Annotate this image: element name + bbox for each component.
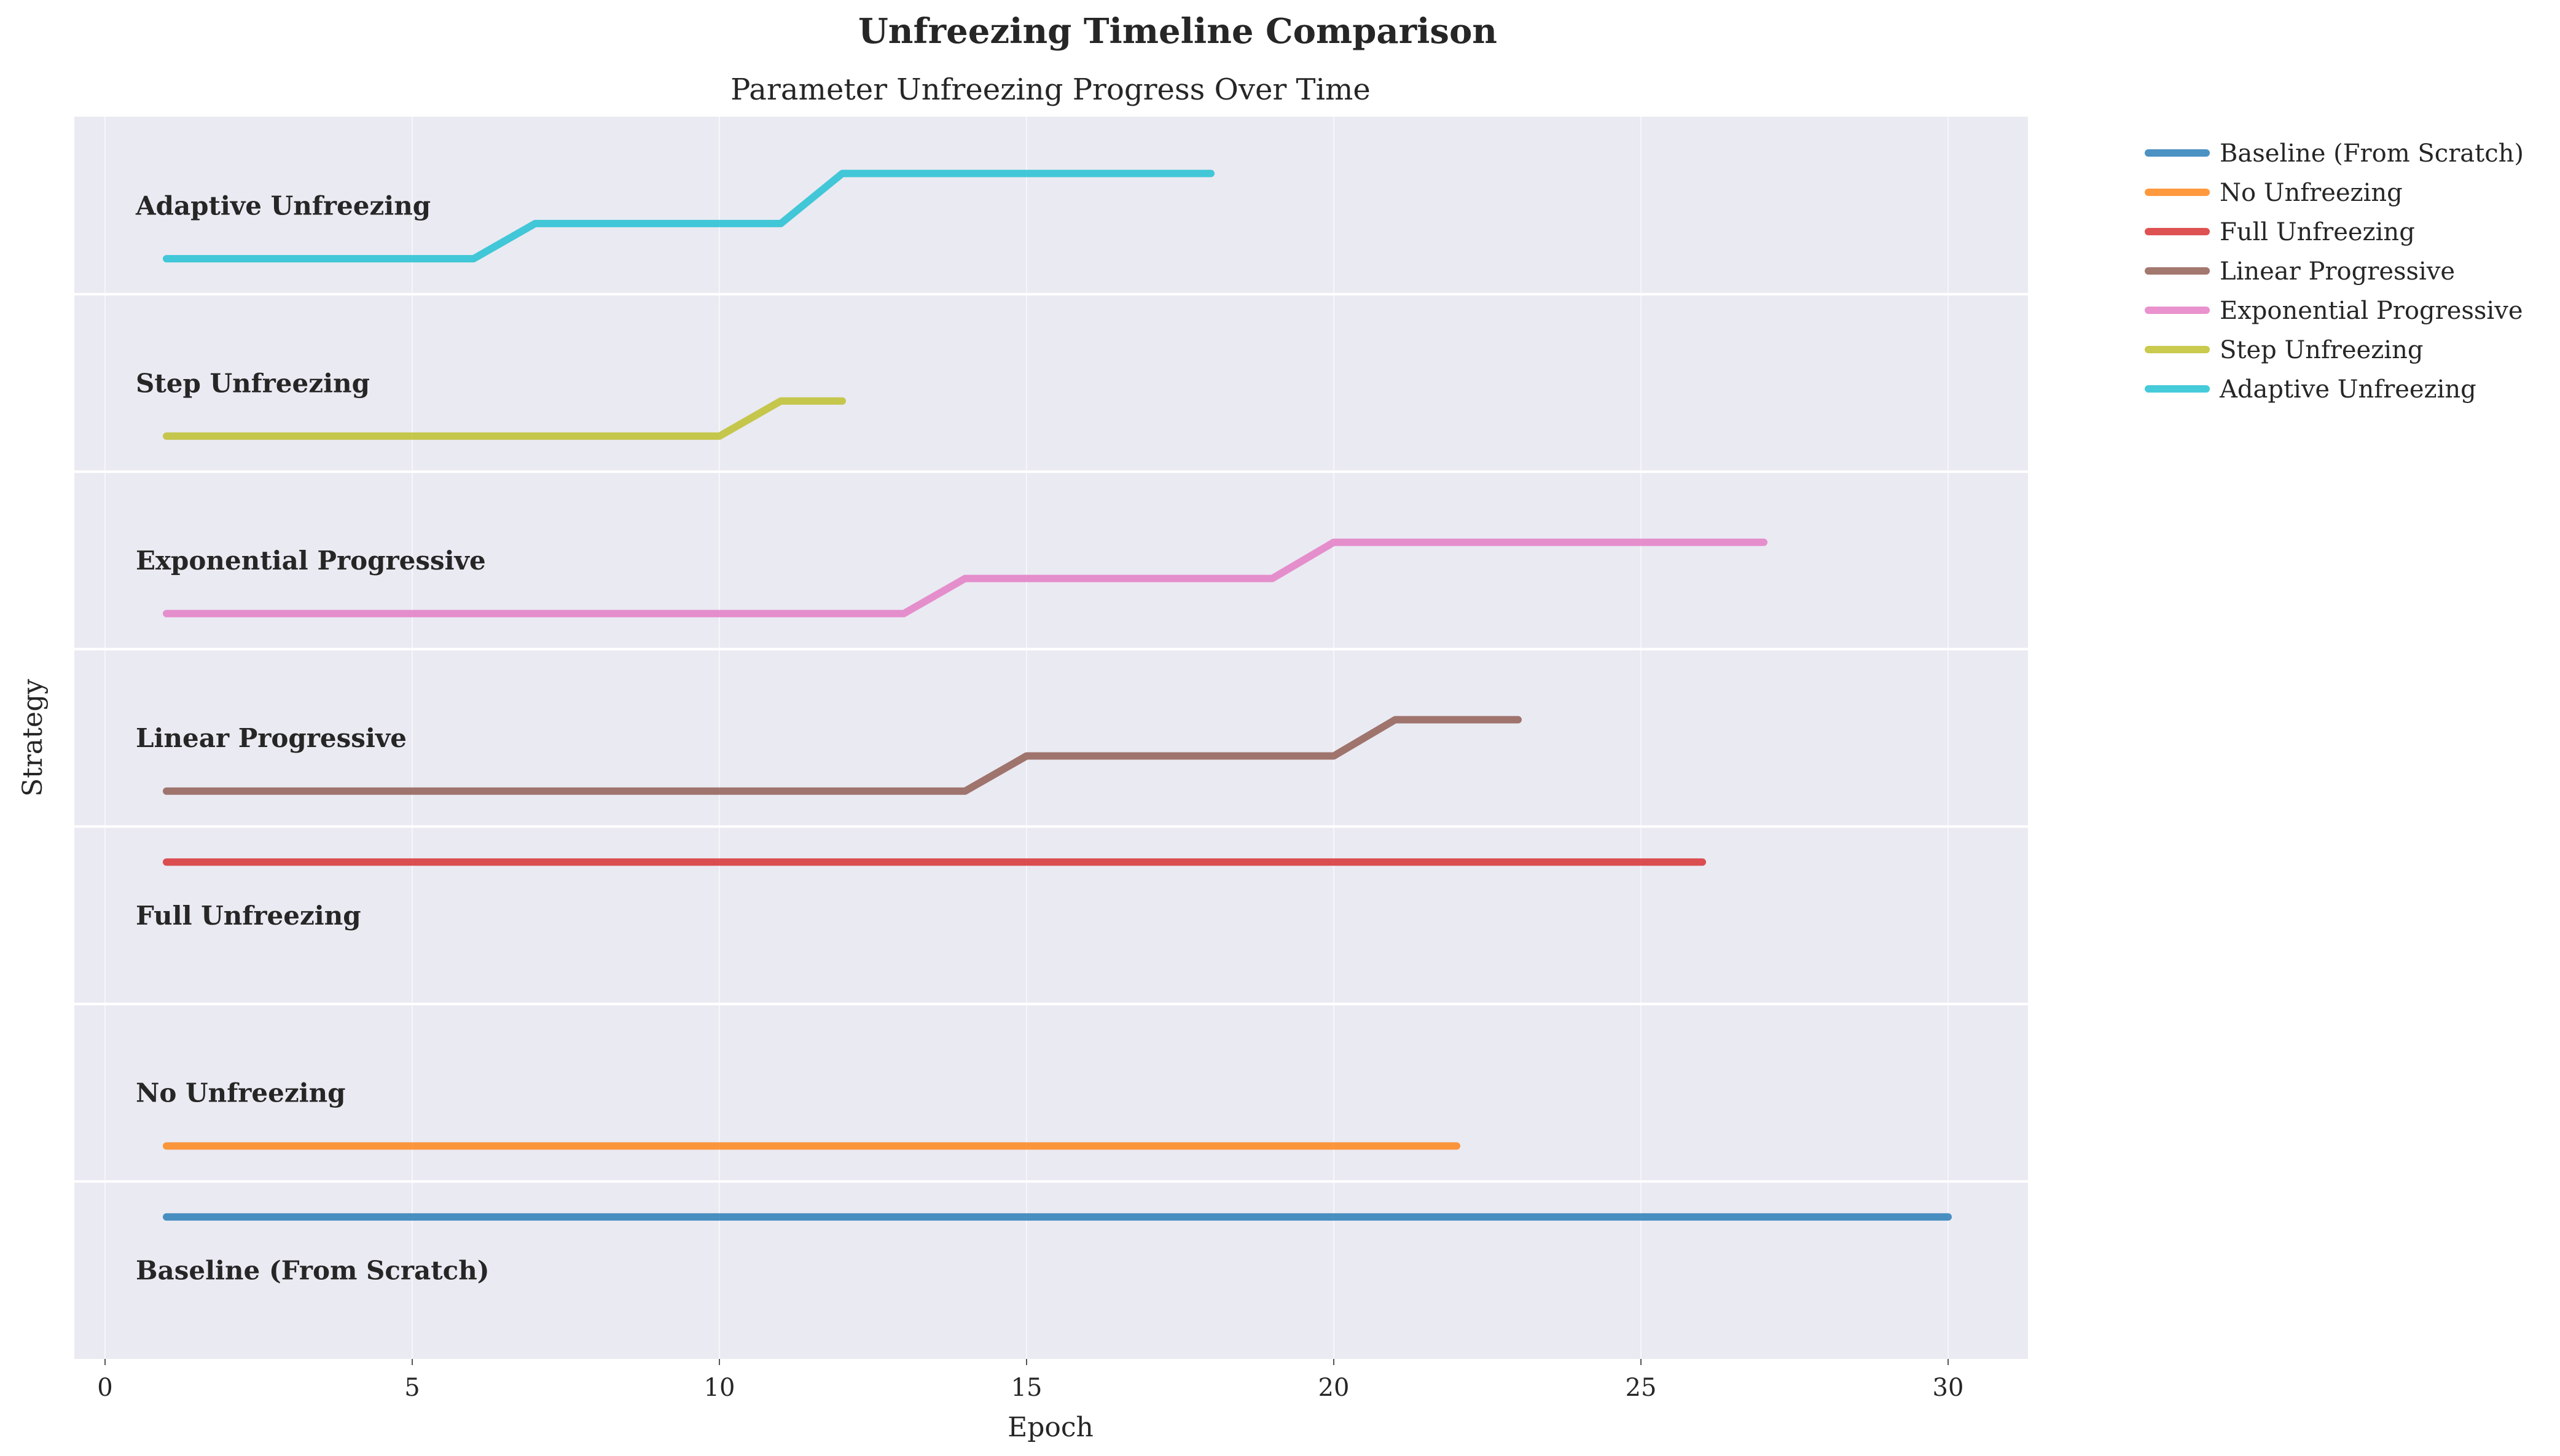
legend-label-0: Baseline (From Scratch) bbox=[2220, 139, 2524, 168]
legend: Baseline (From Scratch) No Unfreezing Full… bbox=[2145, 139, 2524, 404]
series-lines bbox=[163, 170, 1952, 1221]
lane-labels: Baseline (From Scratch) No Unfreezing Full… bbox=[135, 190, 490, 1285]
x-tick-label-6: 30 bbox=[1933, 1374, 1964, 1402]
series-line-5 bbox=[163, 397, 846, 440]
legend-label-6: Adaptive Unfreezing bbox=[2219, 375, 2476, 404]
y-axis-label: Strategy bbox=[17, 679, 49, 797]
series-line-6 bbox=[163, 170, 1215, 263]
x-tick-label-0: 0 bbox=[97, 1374, 112, 1402]
x-tick-label-4: 20 bbox=[1318, 1374, 1350, 1402]
lane-label-4: Exponential Progressive bbox=[136, 546, 486, 576]
x-tick-label-2: 10 bbox=[704, 1374, 735, 1402]
lane-label-5: Step Unfreezing bbox=[136, 368, 370, 398]
lane-label-1: No Unfreezing bbox=[136, 1078, 346, 1108]
legend-label-4: Exponential Progressive bbox=[2220, 297, 2523, 325]
legend-label-5: Step Unfreezing bbox=[2220, 336, 2423, 364]
chart-title: Parameter Unfreezing Progress Over Time bbox=[730, 72, 1371, 107]
legend-label-2: Full Unfreezing bbox=[2220, 218, 2415, 246]
x-tick-label-5: 25 bbox=[1626, 1374, 1657, 1402]
x-tick-label-1: 5 bbox=[404, 1374, 420, 1402]
gridlines bbox=[74, 117, 2028, 1359]
series-line-3 bbox=[163, 716, 1522, 795]
lane-label-3: Linear Progressive bbox=[136, 723, 407, 753]
x-axis-ticks: 0 5 10 15 20 25 30 bbox=[97, 1359, 1963, 1402]
x-tick-label-3: 15 bbox=[1011, 1374, 1043, 1402]
legend-label-3: Linear Progressive bbox=[2220, 257, 2455, 286]
figure-suptitle: Unfreezing Timeline Comparison bbox=[858, 11, 1497, 52]
plot-area bbox=[74, 117, 2028, 1359]
lane-label-0: Baseline (From Scratch) bbox=[136, 1256, 490, 1286]
x-axis-label: Epoch bbox=[1008, 1412, 1094, 1443]
lane-label-2: Full Unfreezing bbox=[136, 901, 361, 931]
lane-label-6: Adaptive Unfreezing bbox=[135, 190, 431, 221]
series-line-4 bbox=[163, 538, 1767, 617]
legend-label-1: No Unfreezing bbox=[2220, 179, 2403, 207]
